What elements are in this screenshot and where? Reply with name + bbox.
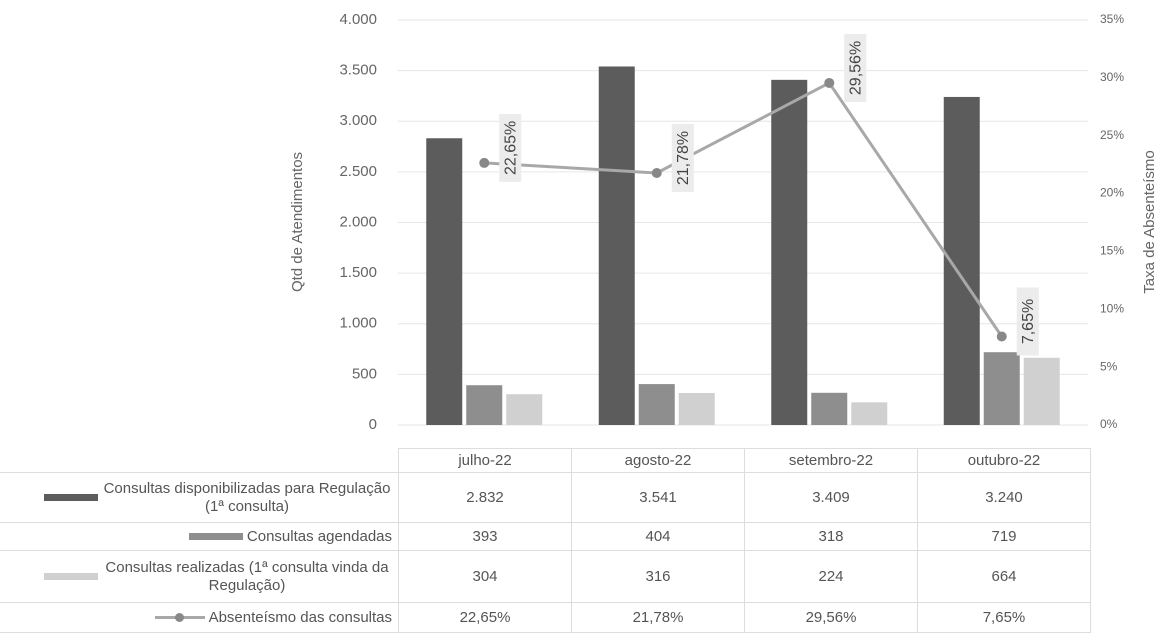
bar bbox=[771, 79, 808, 426]
y2-tick-label: 25% bbox=[1100, 128, 1124, 142]
legend-entry: Consultas disponibilizadas para Regulaçã… bbox=[0, 472, 399, 523]
table-row: Consultas agendadas 393 404 318 719 bbox=[0, 522, 1091, 551]
data-label-bg bbox=[671, 123, 694, 192]
y2-tick-label: 10% bbox=[1100, 301, 1124, 315]
legend-entry: Consultas realizadas (1ª consulta vinda … bbox=[0, 550, 399, 603]
legend-label: Consultas realizadas (1ª consulta vinda … bbox=[105, 558, 389, 594]
table-cell: 719 bbox=[917, 522, 1091, 551]
bar bbox=[466, 385, 503, 425]
bar bbox=[983, 352, 1020, 425]
table-cell: 393 bbox=[398, 522, 572, 551]
line-marker bbox=[824, 77, 835, 88]
table-cell: 21,78% bbox=[571, 602, 745, 633]
table-cell: 3.409 bbox=[744, 472, 918, 523]
bar bbox=[851, 402, 888, 425]
legend-key bbox=[44, 573, 98, 580]
category-label: outubro-22 bbox=[917, 448, 1091, 473]
legend-entry: Consultas agendadas bbox=[0, 522, 399, 551]
bar bbox=[426, 138, 463, 425]
table-cell: 316 bbox=[571, 550, 745, 603]
table-cell: 29,56% bbox=[744, 602, 918, 633]
bar bbox=[811, 392, 848, 425]
table-cell: 404 bbox=[571, 522, 745, 551]
table-cell: 304 bbox=[398, 550, 572, 603]
y-tick-label: 4.000 bbox=[339, 11, 377, 28]
data-label: 21,78% bbox=[675, 131, 692, 185]
data-label: 22,65% bbox=[502, 121, 519, 175]
data-label-group: 22,65% bbox=[499, 113, 522, 182]
legend-label: Absenteísmo das consultas bbox=[208, 608, 392, 626]
y2-tick-label: 30% bbox=[1100, 70, 1124, 84]
legend-key bbox=[44, 494, 98, 501]
table-row: Consultas disponibilizadas para Regulaçã… bbox=[0, 472, 1091, 523]
y-tick-label: 2.000 bbox=[339, 213, 377, 230]
y2-axis-title: Taxa de Absenteísmo bbox=[1141, 150, 1158, 293]
data-label-group: 29,56% bbox=[844, 33, 867, 102]
y2-tick-label: 5% bbox=[1100, 359, 1118, 373]
y-tick-label: 1.000 bbox=[339, 315, 377, 332]
y2-tick-label: 20% bbox=[1100, 186, 1124, 200]
bar bbox=[638, 384, 675, 425]
line-marker bbox=[996, 331, 1007, 342]
table-cell: 318 bbox=[744, 522, 918, 551]
table-cell: 224 bbox=[744, 550, 918, 603]
y-tick-label: 1.500 bbox=[339, 264, 377, 281]
data-label-group: 7,65% bbox=[1016, 287, 1039, 356]
legend-label: Consultas disponibilizadas para Regulaçã… bbox=[103, 479, 391, 515]
data-label: 7,65% bbox=[1020, 299, 1037, 344]
y-axis-title: Qtd de Atendimentos bbox=[289, 152, 306, 292]
data-label-bg bbox=[1016, 287, 1039, 356]
category-label: agosto-22 bbox=[571, 448, 745, 473]
y2-tick-label: 35% bbox=[1100, 12, 1124, 26]
data-label: 29,56% bbox=[847, 41, 864, 95]
corner bbox=[0, 448, 399, 473]
bar bbox=[506, 394, 543, 425]
legend-label: Consultas agendadas bbox=[246, 527, 392, 545]
legend-key bbox=[154, 613, 205, 623]
table-cell: 7,65% bbox=[917, 602, 1091, 633]
legend-key bbox=[188, 533, 243, 541]
table-header: julho-22 agosto-22 setembro-22 outubro-22 bbox=[0, 448, 1091, 473]
y-tick-label: 3.000 bbox=[339, 112, 377, 129]
table-cell: 664 bbox=[917, 550, 1091, 603]
table-cell: 2.832 bbox=[398, 472, 572, 523]
line-marker bbox=[651, 167, 662, 178]
table-row: Absenteísmo das consultas 22,65% 21,78% 29,… bbox=[0, 602, 1091, 633]
data-label-group: 21,78% bbox=[671, 123, 694, 192]
legend-key-marker bbox=[174, 613, 184, 623]
table-cell: 3.541 bbox=[571, 472, 745, 523]
bar bbox=[678, 393, 715, 425]
chart: Qtd de Atendimentos Taxa de Absenteísmo … bbox=[289, 11, 1158, 433]
bar bbox=[1023, 357, 1060, 425]
data-label-bg bbox=[844, 33, 867, 102]
y2-tick-label: 15% bbox=[1100, 244, 1124, 258]
category-label: setembro-22 bbox=[744, 448, 918, 473]
category-label: julho-22 bbox=[398, 448, 572, 473]
legend-entry: Absenteísmo das consultas bbox=[0, 602, 399, 633]
bar bbox=[598, 66, 635, 425]
y-tick-label: 2.500 bbox=[339, 163, 377, 180]
y-tick-label: 0 bbox=[369, 416, 377, 433]
y2-tick-label: 0% bbox=[1100, 417, 1118, 431]
data-table: julho-22 agosto-22 setembro-22 outubro-22 Co… bbox=[0, 448, 1091, 633]
y-tick-label: 3.500 bbox=[339, 62, 377, 79]
y-tick-label: 500 bbox=[352, 365, 377, 382]
line bbox=[484, 81, 1003, 338]
table-cell: 3.240 bbox=[917, 472, 1091, 523]
table-row: Consultas realizadas (1ª consulta vinda … bbox=[0, 550, 1091, 603]
table-cell: 22,65% bbox=[398, 602, 572, 633]
data-label-bg bbox=[499, 113, 522, 182]
line-marker bbox=[479, 157, 490, 168]
